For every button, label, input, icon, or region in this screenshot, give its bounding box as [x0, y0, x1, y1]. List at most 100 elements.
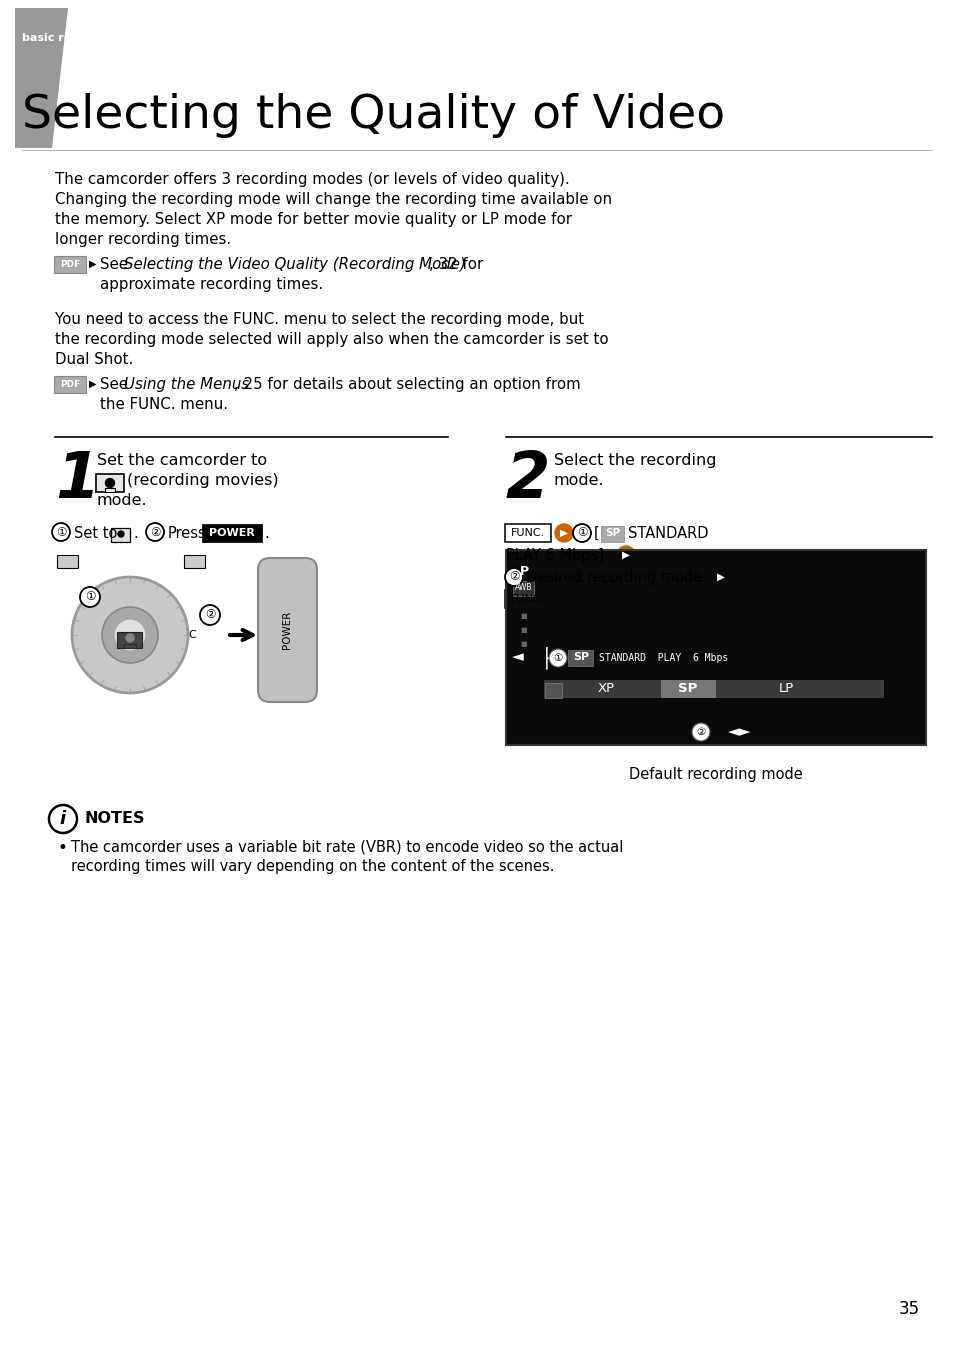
- Text: Set the camcorder to: Set the camcorder to: [97, 453, 267, 468]
- Text: ①: ①: [85, 590, 95, 604]
- Text: See: See: [100, 377, 132, 391]
- Text: SP: SP: [678, 682, 697, 695]
- FancyBboxPatch shape: [57, 554, 78, 568]
- Text: FUNC.: FUNC.: [511, 594, 544, 604]
- Text: PLAY 6 Mbps]: PLAY 6 Mbps]: [505, 547, 603, 564]
- Circle shape: [118, 531, 124, 537]
- Circle shape: [113, 619, 146, 651]
- Text: .: .: [133, 526, 148, 541]
- Text: SP: SP: [605, 529, 619, 538]
- Circle shape: [555, 525, 573, 542]
- Text: ■: ■: [520, 613, 527, 619]
- Circle shape: [617, 546, 635, 564]
- FancyBboxPatch shape: [504, 525, 551, 542]
- Text: The camcorder uses a variable bit rate (VBR) to encode video so the actual: The camcorder uses a variable bit rate (…: [71, 839, 622, 854]
- Text: ▶: ▶: [559, 529, 567, 538]
- Circle shape: [504, 568, 522, 586]
- Circle shape: [80, 586, 100, 607]
- Circle shape: [573, 525, 590, 542]
- Text: , 25 for details about selecting an option from: , 25 for details about selecting an opti…: [233, 377, 580, 391]
- FancyBboxPatch shape: [54, 256, 86, 273]
- FancyBboxPatch shape: [96, 473, 124, 492]
- Text: ■: ■: [520, 627, 527, 633]
- Text: ②: ②: [150, 526, 160, 538]
- Circle shape: [126, 633, 133, 642]
- Text: Using the Menus: Using the Menus: [124, 377, 249, 391]
- Text: Set to: Set to: [74, 526, 117, 541]
- FancyBboxPatch shape: [202, 525, 262, 542]
- Text: ├: ├: [540, 647, 552, 670]
- Circle shape: [200, 605, 220, 625]
- Text: mode.: mode.: [554, 473, 604, 488]
- Text: Desired recording mode: Desired recording mode: [525, 570, 701, 585]
- Text: ①: ①: [577, 526, 587, 539]
- FancyBboxPatch shape: [117, 632, 142, 647]
- Text: ②: ②: [508, 570, 518, 584]
- Text: mode.: mode.: [97, 494, 148, 508]
- Text: Select the recording: Select the recording: [554, 453, 716, 468]
- FancyBboxPatch shape: [601, 526, 624, 542]
- Circle shape: [49, 806, 77, 833]
- Text: Press: Press: [168, 526, 207, 541]
- FancyBboxPatch shape: [660, 681, 716, 698]
- Text: Dual Shot.: Dual Shot.: [55, 352, 133, 367]
- FancyBboxPatch shape: [505, 550, 925, 745]
- Text: ▶: ▶: [717, 572, 724, 582]
- Text: the FUNC. menu.: the FUNC. menu.: [100, 397, 228, 412]
- Text: XP: XP: [597, 682, 614, 695]
- Text: ▶: ▶: [621, 550, 629, 560]
- Text: recording times will vary depending on the content of the scenes.: recording times will vary depending on t…: [71, 859, 554, 874]
- Text: ①: ①: [55, 526, 66, 538]
- Text: the memory. Select XP mode for better movie quality or LP mode for: the memory. Select XP mode for better mo…: [55, 213, 572, 227]
- Text: The camcorder offers 3 recording modes (or levels of video quality).: The camcorder offers 3 recording modes (…: [55, 172, 569, 187]
- Text: ▶: ▶: [89, 260, 96, 269]
- Text: SP: SP: [573, 652, 588, 663]
- Text: i: i: [60, 810, 66, 829]
- Text: the recording mode selected will apply also when the camcorder is set to: the recording mode selected will apply a…: [55, 332, 608, 347]
- Text: Selecting the Video Quality (Recording Mode): Selecting the Video Quality (Recording M…: [124, 257, 465, 272]
- FancyBboxPatch shape: [257, 558, 316, 702]
- FancyBboxPatch shape: [545, 682, 562, 698]
- Circle shape: [711, 568, 729, 586]
- Text: PDF: PDF: [60, 381, 80, 389]
- Text: approximate recording times.: approximate recording times.: [100, 277, 323, 292]
- Text: •: •: [58, 839, 68, 857]
- Text: basic recording: basic recording: [22, 34, 118, 43]
- Circle shape: [106, 479, 114, 487]
- Text: 35: 35: [898, 1301, 919, 1318]
- FancyBboxPatch shape: [568, 650, 593, 666]
- Text: , 32 for: , 32 for: [429, 257, 483, 272]
- Text: ■: ■: [520, 642, 527, 647]
- Text: Selecting the Quality of Video: Selecting the Quality of Video: [22, 93, 724, 137]
- Circle shape: [71, 577, 188, 693]
- Text: STANDARD  PLAY  6 Mbps: STANDARD PLAY 6 Mbps: [598, 654, 727, 663]
- Text: POWER: POWER: [282, 611, 292, 650]
- FancyBboxPatch shape: [513, 581, 534, 596]
- Text: ②: ②: [696, 728, 705, 737]
- Text: You need to access the FUNC. menu to select the recording mode, but: You need to access the FUNC. menu to sel…: [55, 312, 583, 327]
- Text: 1: 1: [55, 449, 99, 511]
- Circle shape: [52, 523, 70, 541]
- Text: ◄: ◄: [512, 650, 523, 664]
- Text: ①: ①: [553, 654, 562, 663]
- Circle shape: [102, 607, 158, 663]
- Circle shape: [146, 523, 164, 541]
- Text: AWB: AWB: [515, 584, 532, 593]
- Text: .: .: [264, 526, 269, 541]
- Text: Default recording mode: Default recording mode: [628, 767, 802, 781]
- Text: ◄►: ◄►: [727, 725, 751, 740]
- FancyBboxPatch shape: [54, 377, 86, 393]
- Text: ▶: ▶: [89, 379, 96, 389]
- Text: LP: LP: [778, 682, 793, 695]
- Text: STANDARD: STANDARD: [627, 526, 708, 541]
- Text: ②: ②: [205, 608, 215, 621]
- Polygon shape: [15, 8, 68, 148]
- Text: FUNC.: FUNC.: [511, 529, 544, 538]
- Text: [: [: [594, 526, 599, 541]
- Text: Changing the recording mode will change the recording time available on: Changing the recording mode will change …: [55, 192, 612, 207]
- Text: See: See: [100, 257, 132, 272]
- Text: (recording movies): (recording movies): [127, 473, 278, 488]
- Text: PDF: PDF: [60, 260, 80, 269]
- FancyBboxPatch shape: [105, 488, 115, 492]
- Circle shape: [691, 724, 709, 741]
